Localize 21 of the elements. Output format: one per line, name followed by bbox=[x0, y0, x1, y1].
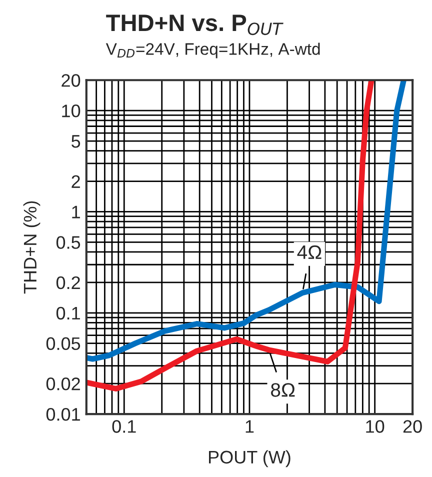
y-tick-label: 0.02 bbox=[46, 378, 80, 390]
chart-title: THD+N vs. P$_{OUT}$ bbox=[106, 14, 284, 36]
x-tick-label: 1 bbox=[246, 420, 254, 433]
y-tick-label: 0.01 bbox=[46, 408, 80, 421]
series-label: 8Ω bbox=[271, 383, 295, 397]
y-tick-label: 0.05 bbox=[46, 337, 80, 350]
y-tick-label: 0.5 bbox=[56, 236, 80, 249]
x-tick-label: 20 bbox=[403, 420, 422, 433]
x-tick-label: 10 bbox=[366, 420, 384, 433]
y-tick-label: 1 bbox=[72, 206, 80, 218]
y-tick-label: 20 bbox=[62, 74, 80, 87]
y-tick-label: 0.1 bbox=[56, 306, 80, 320]
y-tick-label: 0.2 bbox=[56, 276, 80, 290]
series-label: 4Ω bbox=[297, 245, 322, 259]
y-tick-label: 10 bbox=[62, 104, 80, 118]
chart-subtitle: V$_{DD}$=24V, Freq=1KHz, A-wtd bbox=[106, 42, 320, 58]
y-tick-label: 2 bbox=[72, 175, 80, 188]
x-axis-title: POUT (W) bbox=[209, 450, 290, 468]
y-axis-title: THD+N (%) bbox=[23, 201, 40, 294]
x-tick-label: 0.1 bbox=[112, 420, 136, 433]
y-tick-label: 5 bbox=[72, 135, 80, 148]
